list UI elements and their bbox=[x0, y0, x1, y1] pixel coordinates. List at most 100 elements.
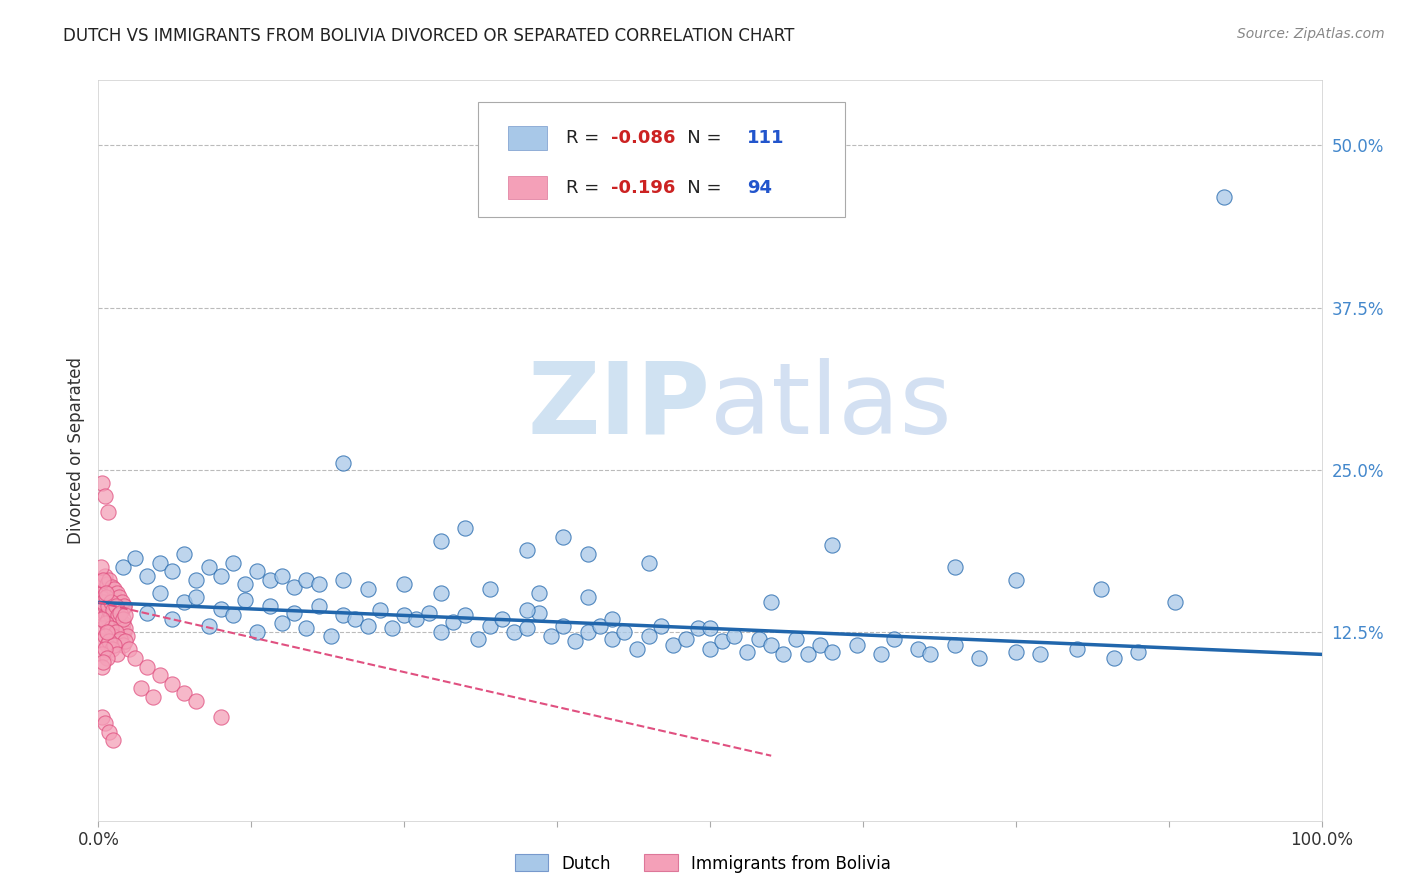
Point bbox=[111, 616, 134, 631]
Point bbox=[808, 638, 831, 652]
Point bbox=[540, 629, 562, 643]
Point bbox=[761, 638, 783, 652]
Point bbox=[920, 648, 942, 662]
Point bbox=[515, 603, 537, 617]
Point bbox=[515, 621, 537, 635]
Point bbox=[637, 557, 661, 571]
Text: 94: 94 bbox=[747, 178, 772, 196]
Point bbox=[675, 632, 697, 646]
Point bbox=[97, 599, 120, 614]
Point bbox=[478, 619, 501, 633]
Point bbox=[785, 632, 807, 646]
Point bbox=[711, 634, 734, 648]
Point bbox=[356, 582, 378, 597]
Point bbox=[173, 547, 195, 561]
Point bbox=[160, 564, 183, 578]
FancyBboxPatch shape bbox=[508, 176, 547, 200]
Point bbox=[503, 625, 526, 640]
Point bbox=[246, 564, 269, 578]
Point bbox=[454, 608, 477, 623]
Text: R =: R = bbox=[565, 178, 605, 196]
Point bbox=[101, 580, 124, 594]
Point bbox=[91, 595, 114, 609]
Point bbox=[637, 629, 661, 643]
Point bbox=[118, 642, 141, 657]
Point bbox=[104, 625, 127, 640]
Point bbox=[93, 716, 115, 731]
Point bbox=[96, 638, 118, 652]
Point bbox=[160, 612, 183, 626]
Point bbox=[111, 625, 134, 640]
Text: atlas: atlas bbox=[710, 358, 952, 455]
Point bbox=[283, 580, 305, 594]
Point bbox=[441, 615, 464, 629]
Point bbox=[142, 690, 165, 705]
Point bbox=[626, 642, 648, 657]
Text: N =: N = bbox=[669, 178, 727, 196]
Point bbox=[748, 632, 770, 646]
Point bbox=[149, 586, 172, 600]
Point bbox=[93, 489, 115, 503]
Point bbox=[96, 595, 118, 609]
Point bbox=[173, 686, 195, 700]
Point bbox=[94, 586, 117, 600]
Point bbox=[98, 574, 121, 588]
Point bbox=[108, 591, 131, 605]
Point bbox=[110, 632, 132, 646]
Point bbox=[332, 457, 354, 471]
Point bbox=[723, 629, 745, 643]
Point bbox=[107, 608, 129, 623]
Point bbox=[319, 629, 342, 643]
Point bbox=[589, 619, 612, 633]
Point bbox=[967, 651, 990, 665]
Point bbox=[101, 616, 124, 631]
Point bbox=[467, 632, 489, 646]
Point bbox=[907, 642, 929, 657]
Point bbox=[94, 591, 117, 605]
Point bbox=[108, 595, 131, 609]
Point bbox=[101, 599, 124, 614]
Point bbox=[699, 642, 721, 657]
Point bbox=[576, 547, 599, 561]
Point bbox=[110, 606, 132, 620]
FancyBboxPatch shape bbox=[508, 126, 547, 150]
Point bbox=[943, 560, 966, 574]
Point bbox=[699, 621, 721, 635]
Point bbox=[186, 694, 208, 708]
Point bbox=[454, 521, 477, 535]
Point bbox=[91, 655, 114, 669]
Point bbox=[105, 586, 128, 600]
Point bbox=[101, 642, 124, 657]
Point bbox=[97, 504, 120, 518]
Point bbox=[392, 577, 416, 591]
Point bbox=[222, 557, 245, 571]
Y-axis label: Divorced or Separated: Divorced or Separated bbox=[66, 357, 84, 544]
Point bbox=[91, 660, 114, 674]
Point bbox=[1004, 574, 1026, 588]
Point bbox=[91, 621, 114, 635]
Point bbox=[600, 612, 623, 626]
Point bbox=[100, 595, 122, 609]
Point bbox=[761, 595, 783, 609]
Point bbox=[259, 599, 281, 614]
Point bbox=[91, 574, 114, 588]
Point bbox=[553, 531, 575, 545]
Point bbox=[105, 619, 128, 633]
Point bbox=[91, 606, 114, 620]
Point bbox=[107, 608, 129, 623]
Point bbox=[197, 560, 219, 574]
Point bbox=[270, 616, 294, 631]
Point bbox=[662, 638, 685, 652]
Text: Source: ZipAtlas.com: Source: ZipAtlas.com bbox=[1237, 27, 1385, 41]
Point bbox=[1102, 651, 1125, 665]
Point bbox=[91, 612, 114, 626]
Point bbox=[821, 538, 844, 552]
Point bbox=[101, 733, 124, 747]
Point bbox=[111, 560, 134, 574]
Point bbox=[332, 608, 354, 623]
Point bbox=[943, 638, 966, 652]
Point bbox=[259, 574, 281, 588]
Point bbox=[91, 710, 114, 724]
Point bbox=[91, 475, 114, 490]
Point bbox=[430, 625, 453, 640]
